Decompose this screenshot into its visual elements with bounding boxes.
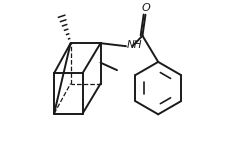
Text: NH: NH <box>127 40 142 50</box>
Text: O: O <box>142 3 151 13</box>
